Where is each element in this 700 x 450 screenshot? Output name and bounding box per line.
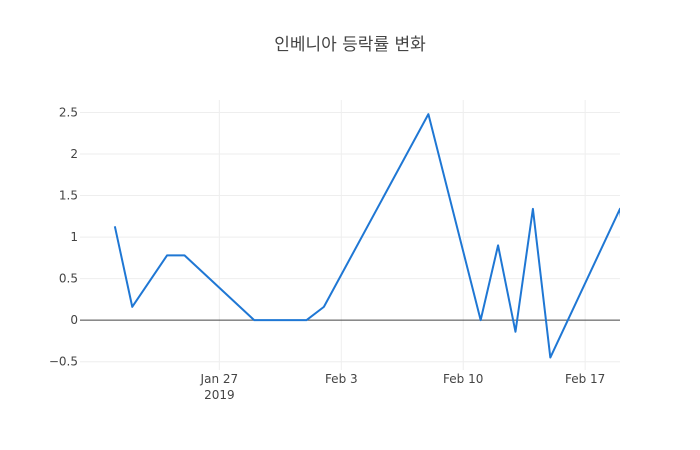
x-tick-sublabel: 2019 xyxy=(204,388,235,402)
y-tick-label: 0.5 xyxy=(59,272,78,286)
x-tick-label: Feb 10 xyxy=(443,372,483,386)
y-tick-label: 2 xyxy=(70,147,78,161)
x-tick-label: Jan 27 xyxy=(200,372,239,386)
y-tick-label: 1.5 xyxy=(59,189,78,203)
y-tick-label: −0.5 xyxy=(49,355,78,369)
x-tick-label: Feb 3 xyxy=(325,372,358,386)
y-axis-ticks: 2.5 2 1.5 1 0.5 0 −0.5 xyxy=(49,105,78,368)
grid-lines xyxy=(80,100,620,370)
series-layer xyxy=(113,113,620,359)
x-axis-ticks: Jan 27 2019 Feb 3 Feb 10 Feb 17 xyxy=(200,372,606,402)
y-tick-label: 1 xyxy=(70,230,78,244)
chart-title: 인베니아 등락률 변화 xyxy=(274,35,426,55)
series-line xyxy=(113,113,620,359)
y-tick-label: 0 xyxy=(70,313,78,327)
x-tick-label: Feb 17 xyxy=(565,372,605,386)
y-tick-label: 2.5 xyxy=(59,105,78,119)
